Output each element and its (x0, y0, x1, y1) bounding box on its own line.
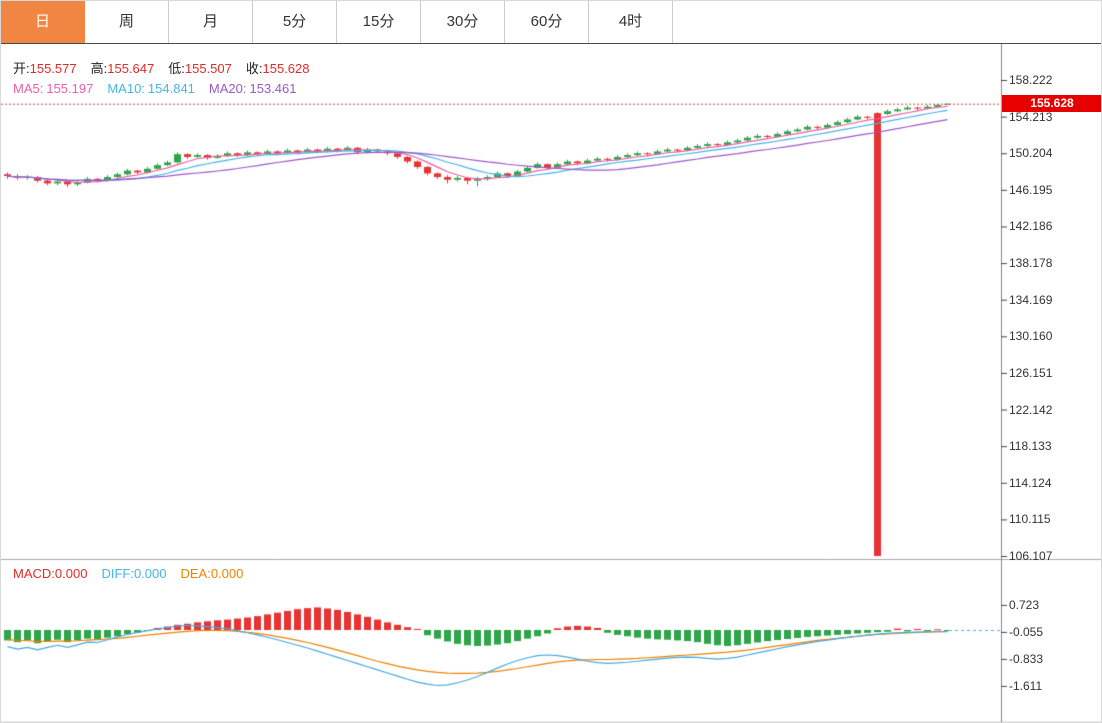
price-axis-label: 138.178 (1009, 256, 1053, 271)
close-label: 收: (245, 61, 263, 76)
macd-axis-label: 0.723 (1009, 597, 1040, 612)
high-value: 155.647 (107, 61, 155, 76)
ohlc-readout: 开:155.577 高:155.647 低:155.507 收:155.628 (13, 58, 324, 77)
price-axis-label: 114.124 (1009, 475, 1052, 490)
ma5-value: 155.197 (46, 81, 94, 96)
diff-label: DIFF: (101, 566, 134, 581)
price-axis-label: 122.142 (1009, 402, 1053, 417)
price-axis-label: 110.115 (1009, 512, 1051, 527)
low-value: 155.507 (184, 61, 232, 76)
macd-axis-label: -1.611 (1009, 678, 1043, 693)
open-value: 155.577 (29, 61, 77, 76)
macd-axis-label: -0.833 (1009, 651, 1044, 666)
tab-15min[interactable]: 15分 (337, 1, 421, 43)
ma10-value: 154.841 (147, 81, 195, 96)
macd-readout: MACD:0.000 DIFF:0.000 DEA:0.000 (13, 566, 243, 581)
price-axis-label: 158.222 (1009, 73, 1053, 87)
price-axis-label: 134.169 (1009, 292, 1053, 307)
timeframe-tabbar: 日周月 5分 15分 30分 60分 4时 (1, 1, 1101, 44)
macd-axis-label: -0.055 (1009, 624, 1044, 639)
tab-5min[interactable]: 5分 (253, 1, 337, 43)
price-axis-label: 130.160 (1009, 329, 1053, 344)
price-axis-label: 126.151 (1009, 365, 1053, 380)
low-label: 低: (168, 61, 185, 76)
tab-4hour[interactable]: 4时 (589, 1, 673, 43)
price-axis-label: 150.204 (1009, 146, 1053, 161)
ma-readout: MA5: 155.197 MA10: 154.841 MA20: 153.461 (13, 81, 311, 96)
close-value: 155.628 (262, 61, 310, 76)
high-label: 高: (90, 61, 108, 76)
dea-value: 0.000 (210, 566, 244, 581)
current-price-badge: 155.628 (1002, 95, 1101, 113)
ma5-label: MA5: (13, 81, 44, 96)
price-axis-label: 154.213 (1009, 109, 1053, 124)
open-label: 开: (13, 61, 30, 76)
ma20-label: MA20: (208, 81, 247, 96)
price-axis-label: 142.186 (1009, 219, 1053, 234)
ma10-label: MA10: (107, 81, 145, 96)
dea-label: DEA: (180, 566, 211, 581)
tab-day[interactable]: 日 (1, 1, 85, 43)
macd-label: MACD: (13, 566, 55, 581)
price-axis-label: 146.195 (1009, 182, 1053, 197)
price-axis-label: 118.133 (1009, 439, 1052, 454)
price-axis-label: 106.107 (1009, 549, 1053, 563)
tab-month[interactable]: 月 (169, 1, 253, 43)
tab-60min[interactable]: 60分 (505, 1, 589, 43)
macd-value: 0.000 (54, 566, 88, 581)
diff-value: 0.000 (133, 566, 167, 581)
tab-week[interactable]: 周 (85, 1, 169, 43)
tab-30min[interactable]: 30分 (421, 1, 505, 43)
ma20-value: 153.461 (249, 81, 297, 96)
